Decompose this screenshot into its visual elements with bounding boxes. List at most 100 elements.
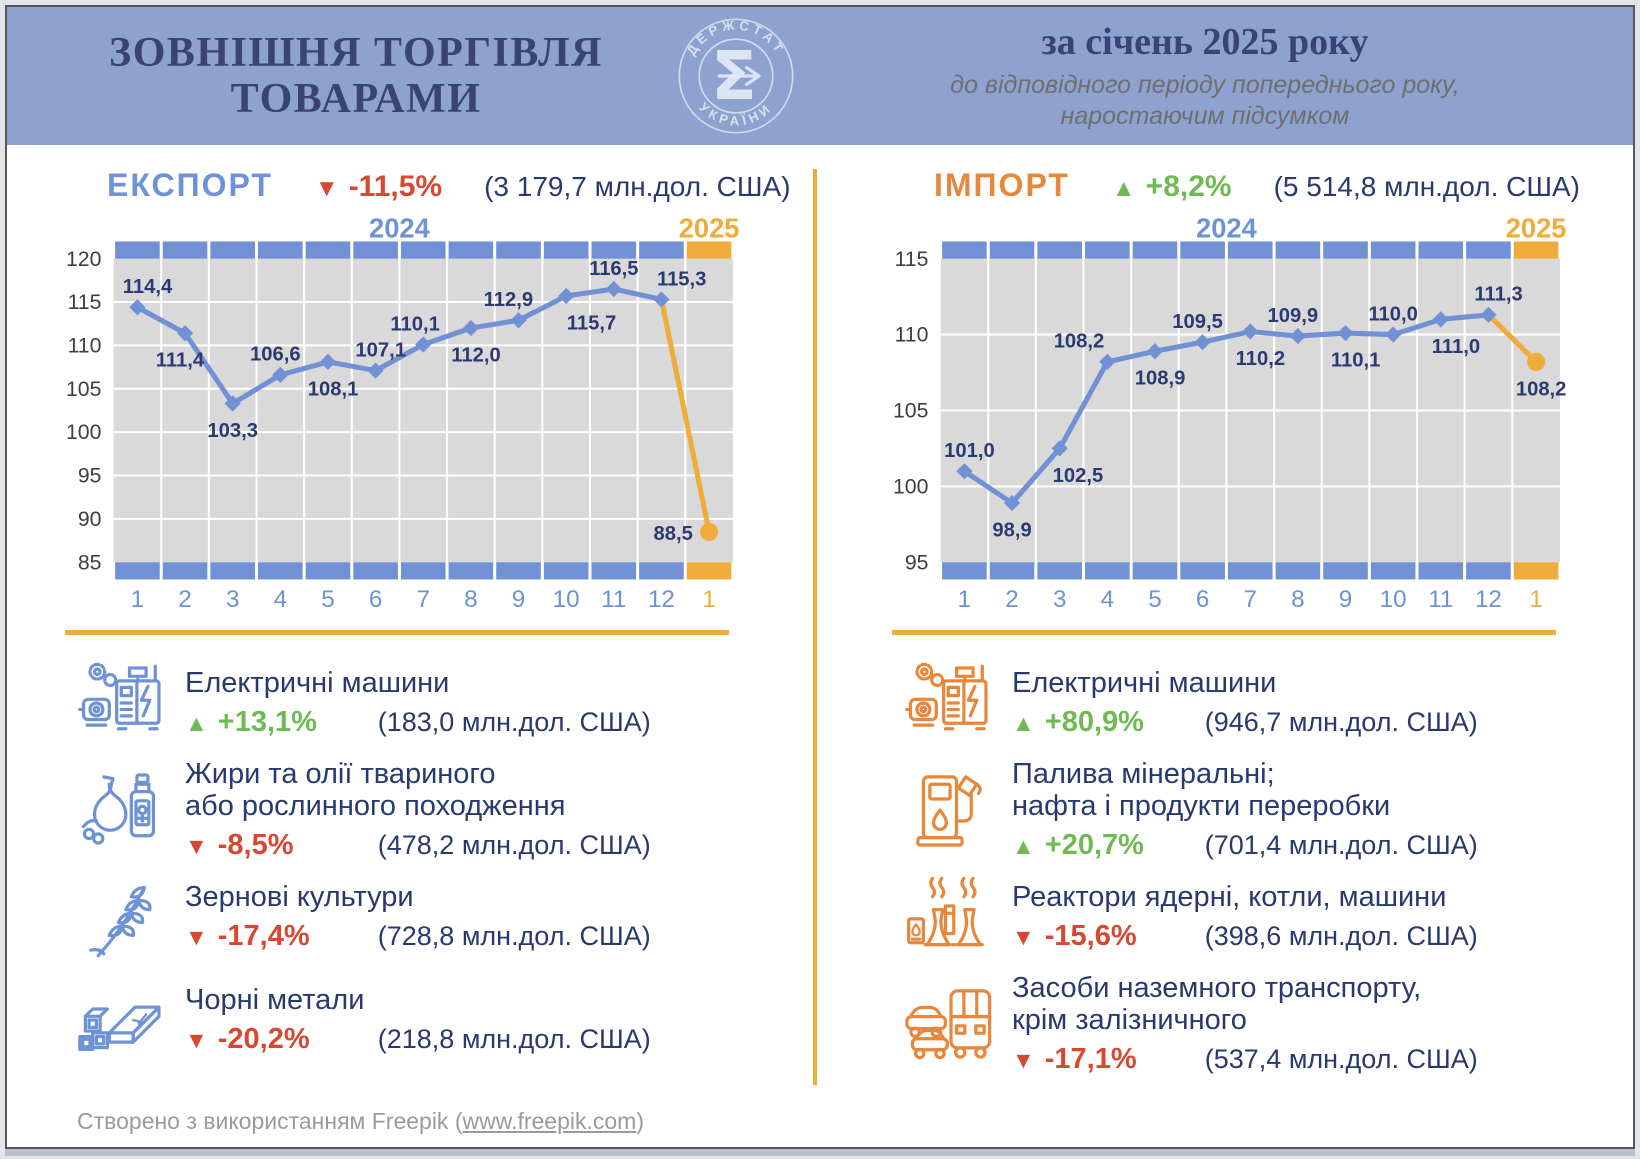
export-line-chart: 2024 2025120115110105100959085114,4111,41…	[66, 212, 739, 613]
import-change: ▲ +8,2%	[1112, 170, 1232, 204]
commodity-stats: ▲ +20,7% (701,4 млн.дол. США)	[1012, 829, 1478, 862]
svg-text:4: 4	[1101, 586, 1115, 613]
export-section-rule	[65, 630, 729, 635]
svg-text:101,0: 101,0	[944, 440, 995, 462]
fats-oils-icon	[63, 764, 185, 856]
svg-text:2024: 2024	[1196, 212, 1258, 243]
commodity-name: Електричні машини	[1012, 667, 1277, 700]
period-title: за січень 2025 року	[1041, 20, 1369, 63]
down-arrow-icon: ▼	[1012, 1046, 1035, 1073]
commodity-stats: ▼ -15,6% (398,6 млн.дол. США)	[1012, 920, 1478, 953]
svg-text:100: 100	[893, 474, 928, 498]
commodity-stats: ▼ -8,5% (478,2 млн.дол. США)	[185, 829, 651, 862]
cereals-icon	[63, 871, 185, 963]
import-amount: (5 514,8 млн.дол. США)	[1273, 171, 1581, 202]
trend-percent: -15,6%	[1044, 919, 1137, 952]
svg-text:103,3: 103,3	[207, 420, 258, 442]
svg-text:115,7: 115,7	[567, 312, 616, 334]
svg-text:12: 12	[648, 586, 675, 613]
period-block: за січень 2025 року до відповідного пері…	[811, 20, 1599, 133]
svg-text:111,4: 111,4	[156, 350, 205, 372]
commodity-text: Реактори ядерні, котли, машини ▼ -15,6% (39…	[1012, 881, 1478, 952]
svg-text:9: 9	[1339, 586, 1353, 613]
import-change-percent: +8,2%	[1145, 170, 1232, 203]
commodity-item: Палива мінеральні; нафта і продукти перер…	[890, 758, 1633, 862]
commodity-amount: (218,8 млн.дол. США)	[377, 1023, 651, 1054]
commodity-text: Засоби наземного транспорту, крім залізни…	[1012, 972, 1478, 1076]
svg-text:110: 110	[895, 323, 929, 347]
svg-text:105: 105	[66, 377, 101, 401]
commodity-name: Реактори ядерні, котли, машини	[1012, 881, 1447, 914]
commodity-amount: (478,2 млн.дол. США)	[377, 829, 651, 860]
import-chart-header: ІМПОРТ ▲ +8,2% (5 514,8 млн.дол. США)	[890, 167, 1633, 209]
up-arrow-icon: ▲	[1012, 709, 1035, 736]
up-arrow-icon: ▲	[1111, 175, 1136, 202]
trend-percent: +20,7%	[1044, 828, 1144, 861]
electric-machines-icon	[63, 657, 185, 749]
svg-text:106,6: 106,6	[250, 344, 301, 366]
page-title: ЗОВНІШНЯ ТОРГІВЛЯ ТОВАРАМИ	[51, 30, 661, 122]
svg-text:95: 95	[78, 464, 102, 488]
svg-text:109,9: 109,9	[1268, 305, 1319, 327]
svg-text:9: 9	[512, 586, 526, 613]
commodity-item: Зернові культури ▼ -17,4% (728,8 млн.дол. С…	[63, 869, 820, 965]
commodity-stats: ▼ -20,2% (218,8 млн.дол. США)	[185, 1023, 651, 1056]
svg-text:8: 8	[464, 586, 478, 613]
svg-text:11: 11	[1428, 586, 1453, 613]
up-arrow-icon: ▲	[185, 709, 208, 736]
svg-text:111,0: 111,0	[1432, 336, 1480, 358]
column-divider	[813, 169, 817, 1085]
page-title-line1: ЗОВНІШНЯ ТОРГІВЛЯ	[109, 29, 603, 76]
down-arrow-icon: ▼	[314, 175, 339, 202]
svg-text:107,1: 107,1	[355, 339, 406, 361]
svg-text:88,5: 88,5	[654, 523, 693, 545]
derzhstat-logo-icon: ДЕРЖСТАТ УКРАЇНИ Σ	[678, 17, 794, 134]
commodity-stats: ▲ +13,1% (183,0 млн.дол. США)	[185, 706, 651, 739]
svg-text:95: 95	[905, 550, 929, 574]
commodity-text: Жири та олії твариного або рослинного пох…	[185, 758, 651, 862]
svg-text:7: 7	[1244, 586, 1258, 613]
period-note: до відповідного періоду попереднього рок…	[950, 70, 1460, 130]
svg-text:109,5: 109,5	[1172, 311, 1223, 333]
up-arrow-icon: ▲	[1012, 832, 1035, 859]
svg-text:2025: 2025	[1506, 212, 1567, 243]
svg-text:110,1: 110,1	[1331, 349, 1380, 371]
infographic-frame: ЗОВНІШНЯ ТОРГІВЛЯ ТОВАРАМИ ДЕРЖСТАТ УКРА…	[5, 5, 1635, 1149]
svg-text:85: 85	[78, 550, 102, 574]
trend-percent: -17,4%	[217, 919, 310, 952]
svg-text:11: 11	[601, 586, 626, 613]
svg-text:2: 2	[1005, 586, 1019, 613]
svg-text:115: 115	[68, 290, 102, 314]
svg-text:114,4: 114,4	[123, 276, 173, 298]
export-chart-header: ЕКСПОРТ ▼ -11,5% (3 179,7 млн.дол. США)	[63, 167, 820, 209]
trend-percent: -8,5%	[217, 828, 294, 861]
svg-text:6: 6	[1196, 586, 1210, 613]
svg-text:108,9: 108,9	[1135, 368, 1186, 390]
commodity-item: Електричні машини ▲ +80,9% (946,7 млн.дол. …	[890, 655, 1633, 751]
export-commodities-list: Електричні машини ▲ +13,1% (183,0 млн.дол. …	[63, 655, 820, 1068]
svg-text:100: 100	[66, 420, 101, 444]
svg-text:4: 4	[274, 586, 288, 613]
import-title: ІМПОРТ	[934, 167, 1070, 203]
freepik-link[interactable]: www.freepik.com	[462, 1108, 637, 1134]
commodity-stats: ▼ -17,4% (728,8 млн.дол. США)	[185, 920, 651, 953]
svg-text:3: 3	[226, 586, 240, 613]
fuel-pump-icon	[890, 764, 1012, 856]
commodity-name: Зернові культури	[185, 881, 414, 914]
commodity-name: Жири та олії твариного або рослинного пох…	[185, 758, 566, 823]
svg-text:98,9: 98,9	[992, 519, 1031, 541]
svg-text:112,9: 112,9	[484, 289, 533, 311]
svg-text:120: 120	[66, 247, 101, 271]
commodity-name: Палива мінеральні; нафта і продукти перер…	[1012, 758, 1391, 823]
svg-text:10: 10	[553, 586, 580, 613]
svg-text:1: 1	[702, 586, 716, 613]
svg-text:115: 115	[895, 247, 929, 271]
svg-text:7: 7	[417, 586, 430, 613]
import-column: ІМПОРТ ▲ +8,2% (5 514,8 млн.дол. США) 20…	[820, 145, 1633, 1147]
commodity-text: Електричні машини ▲ +13,1% (183,0 млн.дол. …	[185, 667, 651, 738]
svg-text:111,3: 111,3	[1474, 284, 1522, 306]
vehicles-icon	[890, 978, 1012, 1070]
export-title: ЕКСПОРТ	[107, 167, 273, 203]
import-commodities-list: Електричні машини ▲ +80,9% (946,7 млн.дол. …	[890, 655, 1633, 1076]
commodity-name: Засоби наземного транспорту, крім залізни…	[1012, 971, 1422, 1037]
